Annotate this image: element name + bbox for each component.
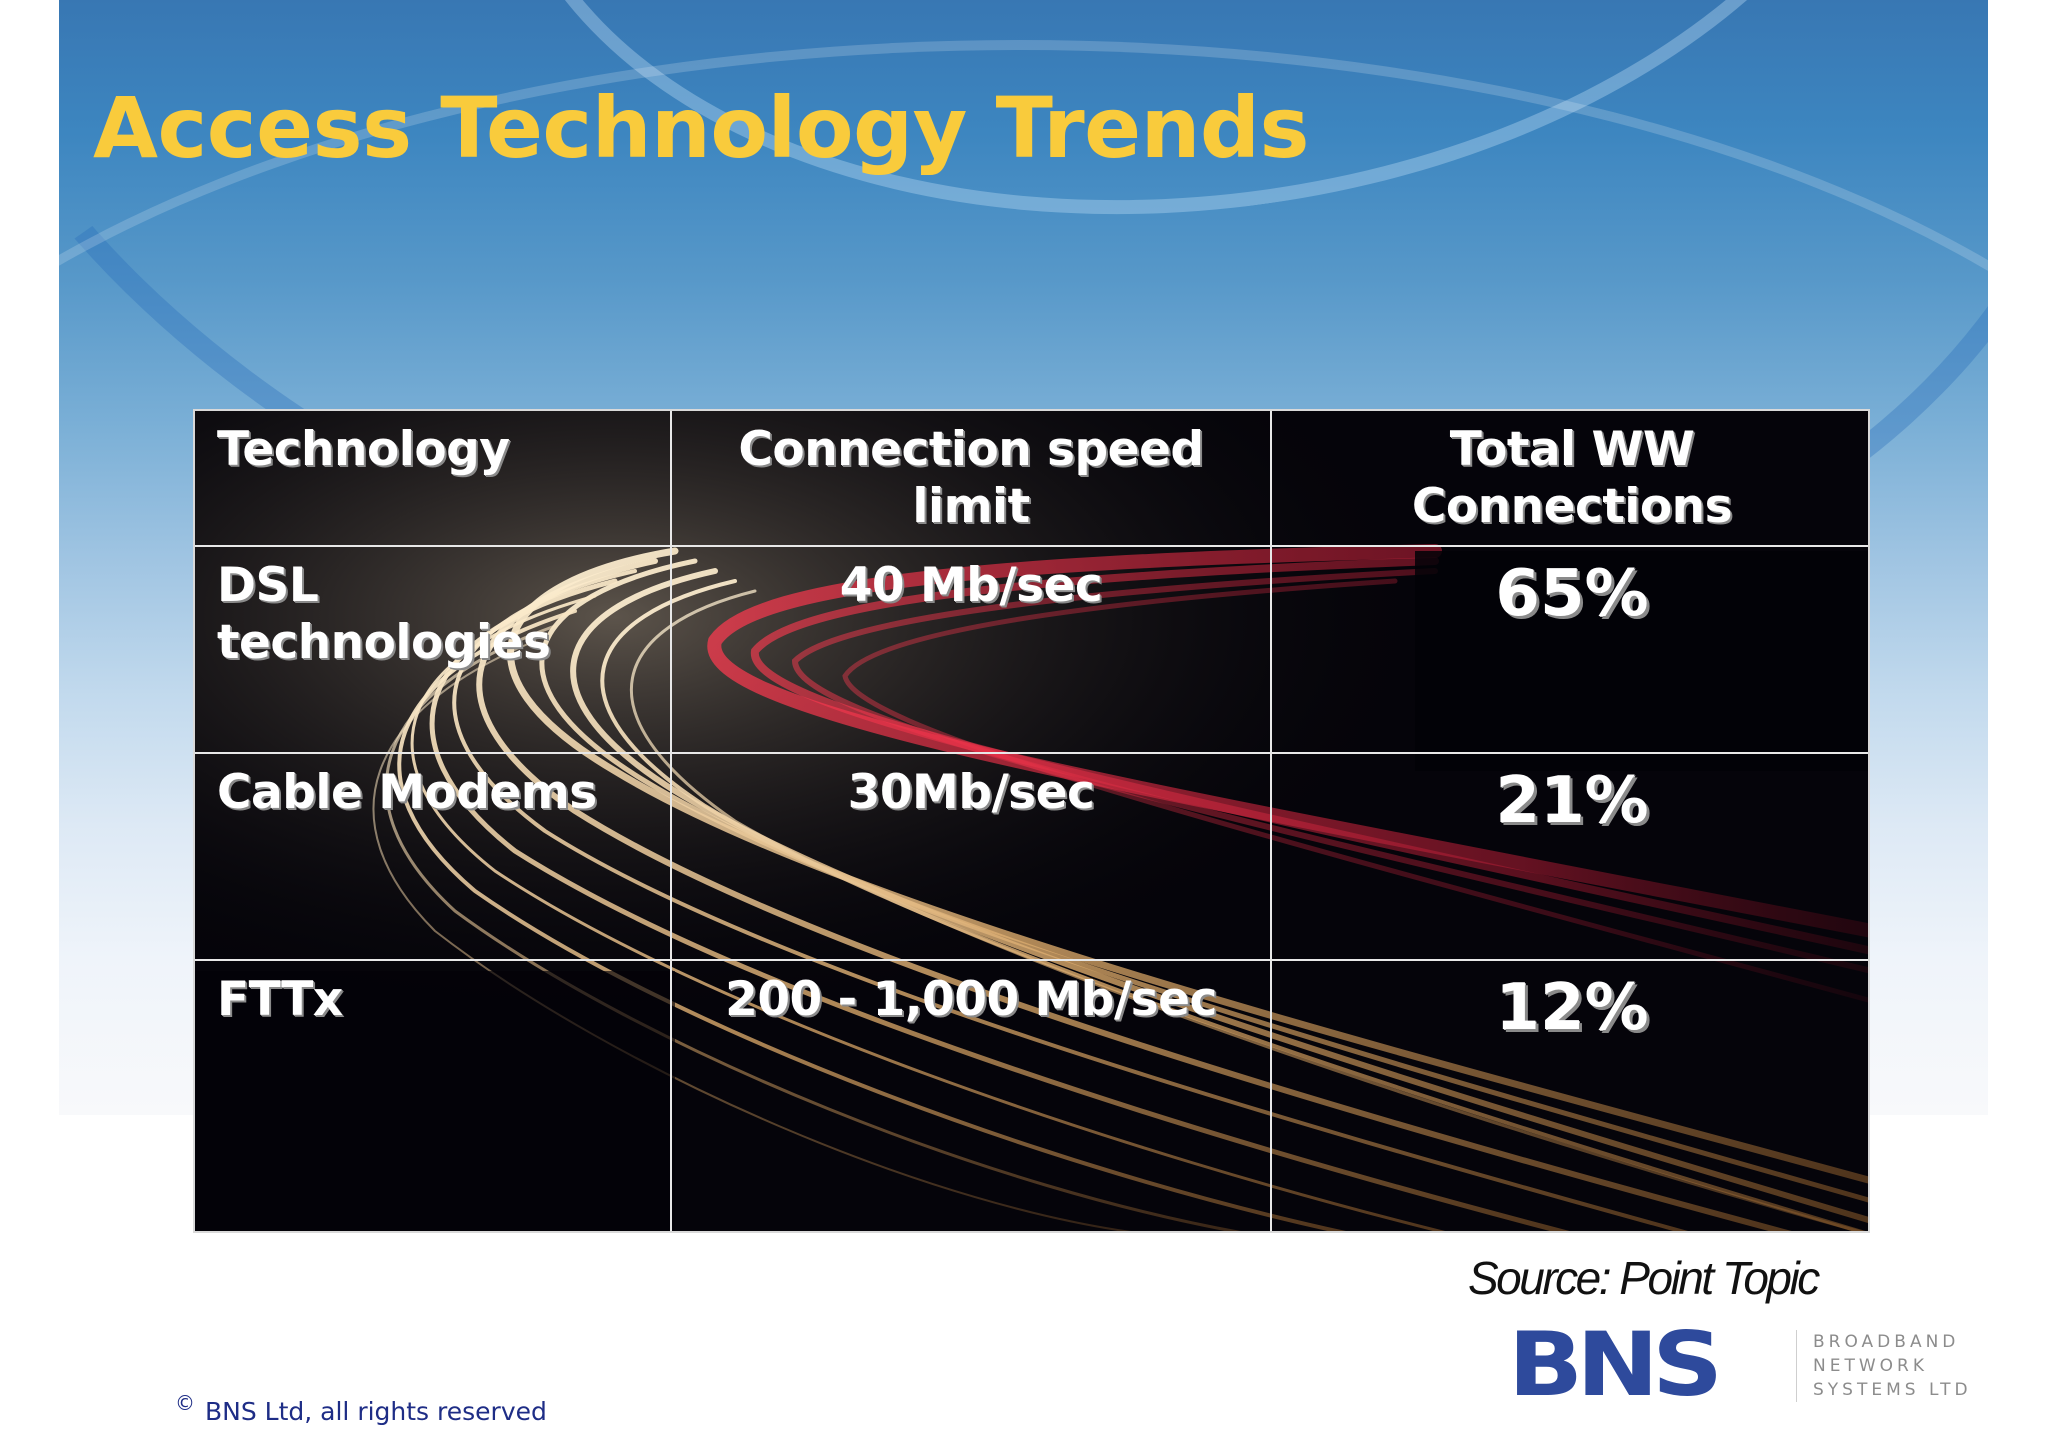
cell-speed: 200 - 1,000 Mb/sec: [670, 959, 1272, 1231]
connections-percent: 21%: [1495, 764, 1649, 838]
connections-percent: 12%: [1495, 971, 1649, 1045]
source-attribution: Source: Point Topic: [1468, 1252, 1820, 1304]
technology-name-line1: DSL: [217, 558, 319, 613]
technology-name-line1: Cable Modems: [217, 765, 597, 820]
cell-connections: 65%: [1270, 545, 1868, 754]
cell-technology: DSL technologies: [195, 545, 672, 754]
table-header-row: Technology Connection speed limit Total …: [195, 411, 1868, 547]
header-connection-speed: Connection speed limit: [670, 411, 1272, 547]
table-row: DSL technologies 40 Mb/sec 65%: [195, 545, 1868, 754]
bns-logo: BNS BROADBAND NETWORK SYSTEMS LTD: [1508, 1313, 1968, 1416]
copyright-icon: ©: [175, 1391, 195, 1415]
logo-company-name: BROADBAND NETWORK SYSTEMS LTD: [1813, 1330, 1972, 1402]
cell-speed: 40 Mb/sec: [670, 545, 1272, 754]
cell-speed: 30Mb/sec: [670, 752, 1272, 961]
technology-name-line2: technologies: [217, 615, 551, 670]
speed-value: 30Mb/sec: [847, 765, 1095, 820]
cell-connections: 21%: [1270, 752, 1868, 961]
table-row: Cable Modems 30Mb/sec 21%: [195, 752, 1868, 961]
speed-value: 200 - 1,000 Mb/sec: [725, 972, 1217, 1027]
copyright-text: BNS Ltd, all rights reserved: [205, 1397, 547, 1426]
logo-line-1: BROADBAND: [1813, 1332, 1960, 1352]
speed-value: 40 Mb/sec: [839, 558, 1103, 613]
logo-line-2: NETWORK: [1813, 1356, 1928, 1376]
header-speed-line2: limit: [912, 479, 1030, 534]
cell-technology: Cable Modems: [195, 752, 672, 961]
table-row: FTTx 200 - 1,000 Mb/sec 12%: [195, 959, 1868, 1231]
logo-divider: [1796, 1330, 1797, 1402]
header-technology-label: Technology: [217, 422, 510, 477]
logo-line-3: SYSTEMS LTD: [1813, 1380, 1972, 1400]
bns-logo-mark: BNS: [1508, 1313, 1723, 1416]
cell-connections: 12%: [1270, 959, 1868, 1231]
copyright-notice: © BNS Ltd, all rights reserved: [175, 1385, 547, 1430]
slide-title: Access Technology Trends: [93, 79, 1310, 177]
technology-table: Technology Connection speed limit Total …: [193, 409, 1870, 1233]
header-connections-line1: Total WW: [1449, 422, 1695, 477]
connections-percent: 65%: [1495, 557, 1649, 631]
header-total-connections: Total WW Connections: [1270, 411, 1868, 547]
header-technology: Technology: [195, 411, 672, 547]
technology-name-line1: FTTx: [217, 972, 343, 1027]
data-table: Technology Connection speed limit Total …: [195, 411, 1868, 1231]
header-connections-line2: Connections: [1411, 479, 1733, 534]
cell-technology: FTTx: [195, 959, 672, 1231]
header-speed-line1: Connection speed: [738, 422, 1204, 477]
